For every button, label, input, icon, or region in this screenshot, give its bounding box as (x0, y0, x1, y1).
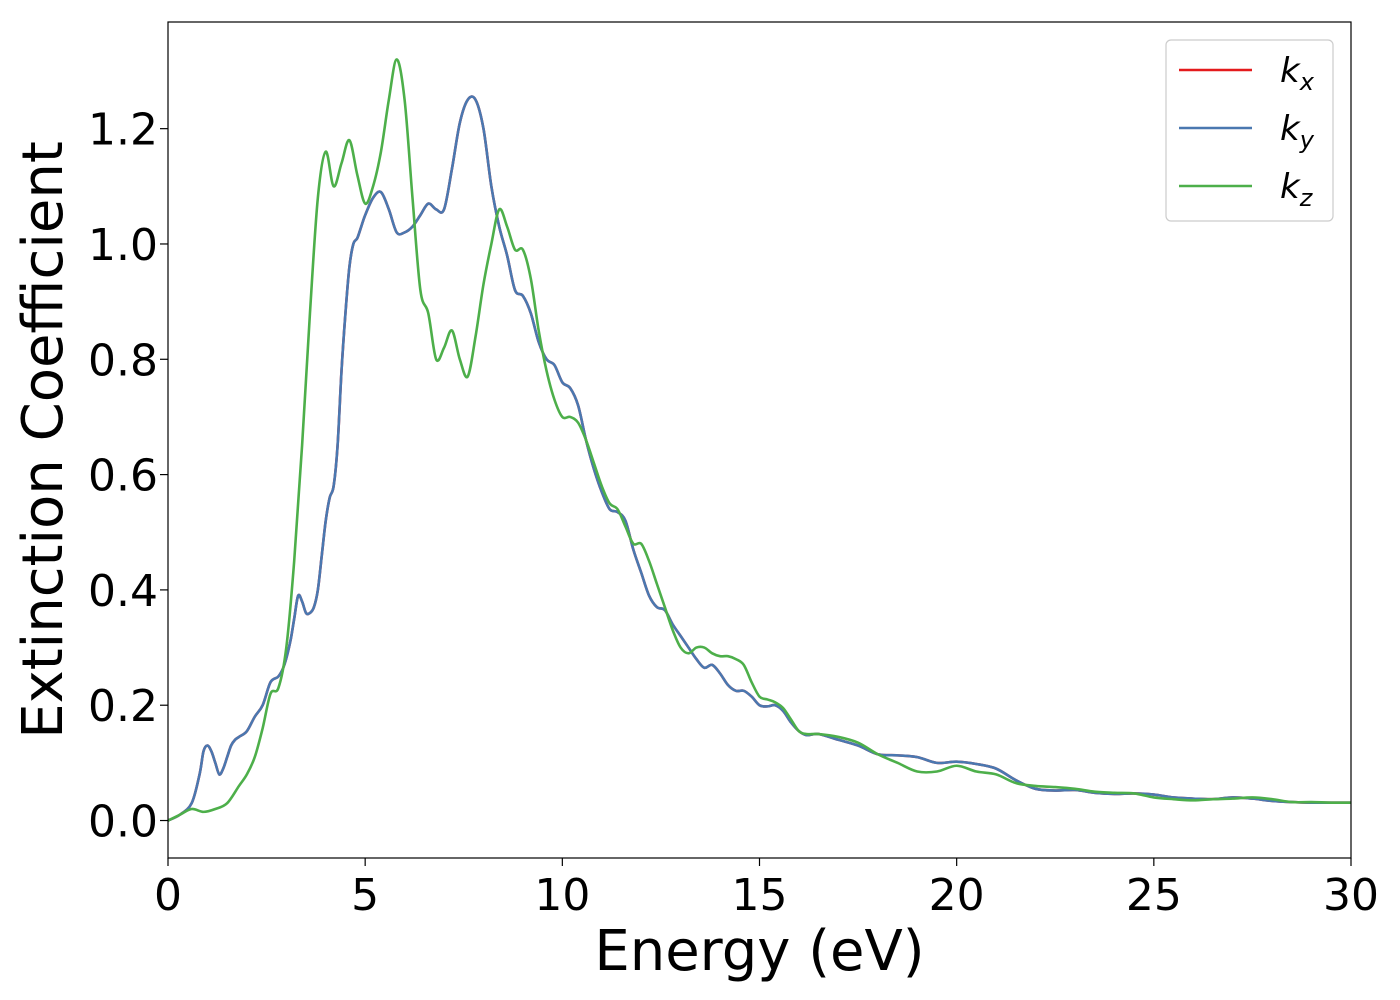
x-tick-label: 25 (1126, 870, 1182, 921)
legend-box (1165, 39, 1334, 222)
x-tick-label: 5 (351, 870, 379, 921)
x-tick-label: 20 (929, 870, 985, 921)
y-tick-label: 0.2 (88, 681, 158, 732)
y-tick-label: 0.6 (88, 451, 158, 502)
x-tick-label: 10 (534, 870, 590, 921)
legend-label-k-x: kx (1280, 51, 1315, 96)
y-tick-label: 1.0 (88, 220, 158, 271)
y-axis-label: Extinction Coefficient (11, 141, 76, 739)
legend: kx ky kz (1165, 39, 1334, 222)
x-axis-ticks: 0 5 10 15 20 25 30 (154, 858, 1379, 921)
x-tick-label: 30 (1323, 870, 1379, 921)
x-axis-label: Energy (eV) (594, 919, 924, 984)
legend-label-k-y: ky (1280, 109, 1315, 154)
series-layer (168, 58, 1351, 822)
y-tick-label: 0.8 (88, 335, 158, 386)
series-line-k-z (168, 58, 1351, 822)
legend-label-k-z: kz (1280, 167, 1314, 212)
x-tick-label: 0 (154, 870, 182, 921)
y-tick-label: 1.2 (88, 105, 158, 156)
x-tick-label: 15 (732, 870, 788, 921)
y-axis-ticks: 0.0 0.2 0.4 0.6 0.8 1.0 1.2 (88, 105, 168, 848)
y-tick-label: 0.4 (88, 566, 158, 617)
y-tick-label: 0.0 (88, 797, 158, 848)
